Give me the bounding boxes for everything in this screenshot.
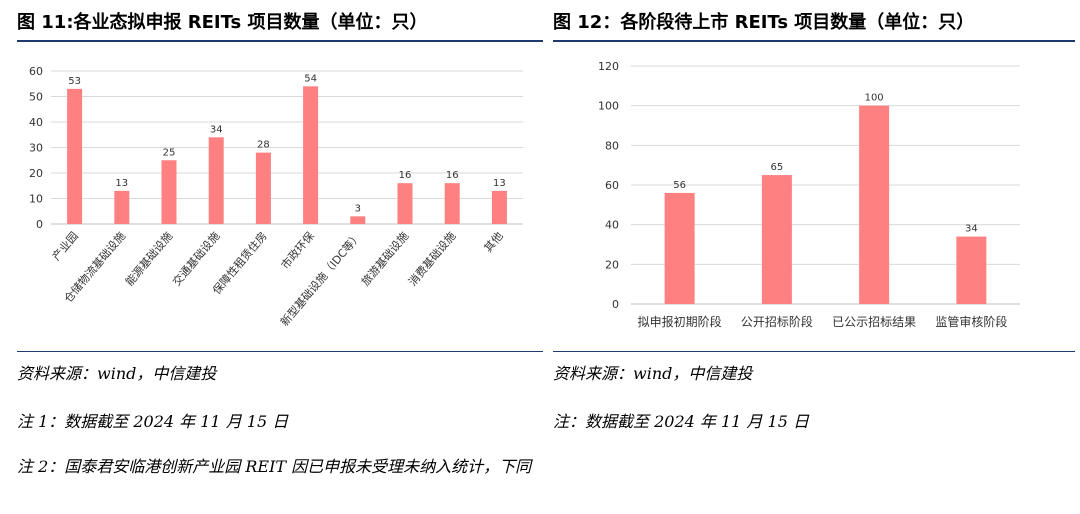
left-source-note: 资料来源：wind，中信建投: [17, 364, 217, 383]
bar: [114, 190, 130, 224]
bar: [444, 183, 460, 224]
y-tick-label: 50: [29, 91, 43, 104]
y-tick-label: 20: [29, 167, 43, 180]
bar: [161, 160, 177, 224]
right-source-note: 资料来源：wind，中信建投: [553, 364, 753, 383]
category-label: 监管审核阶段: [935, 314, 1007, 329]
bar: [664, 192, 695, 304]
bar: [67, 88, 83, 224]
y-tick-label: 80: [605, 139, 619, 152]
category-label: 产业园: [49, 229, 81, 263]
data-label: 16: [446, 170, 459, 181]
data-label: 13: [115, 178, 128, 189]
bar: [956, 236, 987, 304]
right-figure-title: 图 12：各阶段待上市 REITs 项目数量（单位：只）: [553, 12, 975, 33]
data-label: 16: [399, 170, 412, 181]
y-tick-label: 30: [29, 142, 43, 155]
y-tick-label: 100: [598, 100, 619, 113]
left-exclusion-note: 注 2：国泰君安临港创新产业园 REIT 因已申报未受理未纳入统计，下同: [17, 457, 532, 476]
category-label: 能源基础设施: [122, 229, 175, 289]
y-tick-label: 40: [29, 116, 43, 129]
category-label: 新型基础设施（IDC等）: [277, 229, 364, 329]
right-bar-chart: 0 20 40 60 80 100 120 56 拟申报初期阶段 65 公开招标阶段 100 已公示招标…: [598, 60, 1020, 329]
bar: [350, 216, 366, 224]
data-label: 34: [965, 224, 978, 235]
category-label: 其他: [482, 230, 506, 255]
data-label: 100: [865, 93, 884, 104]
bar: [255, 152, 271, 224]
data-label: 25: [163, 147, 176, 158]
left-bottom-rule: [17, 351, 543, 352]
y-tick-label: 0: [36, 218, 43, 231]
data-label: 28: [257, 140, 270, 151]
category-label: 拟申报初期阶段: [638, 314, 722, 329]
category-label: 旅游基础设施: [358, 229, 411, 289]
category-label: 已公示招标结果: [832, 315, 916, 329]
category-label: 公开招标阶段: [741, 314, 813, 329]
y-tick-label: 120: [598, 60, 619, 73]
data-label: 56: [673, 180, 686, 191]
data-label: 53: [68, 76, 81, 87]
bar: [303, 86, 319, 224]
data-label: 3: [355, 203, 361, 214]
y-tick-label: 60: [605, 179, 619, 192]
right-date-note: 注：数据截至 2024 年 11 月 15 日: [553, 412, 809, 431]
left-title-rule: [17, 40, 543, 42]
left-figure-title: 图 11:各业态拟申报 REITs 项目数量（单位：只）: [17, 12, 428, 33]
y-tick-label: 40: [605, 219, 619, 232]
data-label: 54: [304, 73, 317, 84]
category-label: 市政环保: [278, 229, 317, 272]
left-bar-chart: 010203040506053产业园13仓储物流基础设施25能源基础设施34交通…: [29, 65, 523, 329]
y-tick-label: 20: [605, 258, 619, 271]
left-date-note: 注 1：数据截至 2024 年 11 月 15 日: [17, 412, 289, 431]
bar: [208, 137, 224, 224]
y-tick-label: 10: [29, 193, 43, 206]
bar: [397, 183, 413, 224]
category-label: 交通基础设施: [169, 229, 222, 289]
bar: [491, 190, 507, 224]
category-label: 消费基础设施: [405, 229, 458, 289]
right-title-rule: [553, 40, 1075, 42]
data-label: 65: [771, 162, 784, 173]
y-tick-label: 0: [612, 298, 619, 311]
y-tick-label: 60: [29, 65, 43, 78]
data-label: 34: [210, 124, 223, 135]
bar: [859, 105, 890, 304]
right-bottom-rule: [553, 351, 1075, 352]
bar: [761, 175, 792, 304]
data-label: 13: [493, 178, 506, 189]
